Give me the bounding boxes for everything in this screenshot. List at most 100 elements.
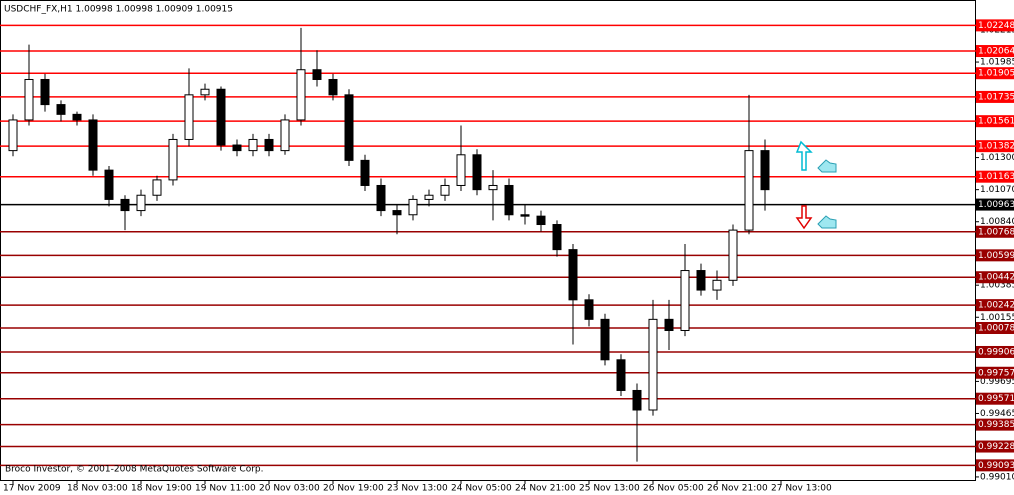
y-tick-label: 0.99695	[980, 377, 1014, 387]
candle-body	[72, 113, 82, 121]
candle-body	[616, 359, 626, 391]
candle-body	[40, 78, 50, 106]
x-tick-label: 26 Nov 05:00	[643, 484, 704, 494]
candle-body	[104, 169, 114, 200]
candle-body	[136, 194, 146, 212]
candle-body	[360, 159, 370, 186]
x-tick-label: 24 Nov 21:00	[515, 484, 576, 494]
level-label-box	[976, 249, 1014, 262]
candle-body	[504, 184, 514, 216]
level-label: 1.02248	[978, 21, 1014, 31]
candle-body	[312, 69, 322, 80]
x-tick-label: 17 Nov 2009	[3, 484, 61, 494]
level-label: 1.01382	[978, 142, 1014, 152]
level-label-box	[976, 198, 1014, 211]
candle-body	[328, 78, 338, 96]
level-label-box	[976, 115, 1014, 128]
x-tick-label: 20 Nov 19:00	[323, 484, 384, 494]
candle-body	[424, 194, 434, 200]
candle-body	[120, 198, 130, 212]
candle-body	[8, 119, 18, 152]
candle-body	[184, 94, 194, 140]
x-tick-label: 23 Nov 13:00	[387, 484, 448, 494]
level-label-box	[976, 299, 1014, 312]
candle-body	[472, 154, 482, 191]
y-tick-label: 1.01985	[980, 58, 1014, 68]
level-label: 0.99757	[978, 368, 1014, 378]
level-label-box	[976, 170, 1014, 183]
x-tick-label: 27 Nov 13:00	[771, 484, 832, 494]
level-label: 0.99093	[978, 461, 1014, 471]
candle-body	[728, 229, 738, 281]
level-label: 1.00768	[978, 227, 1014, 237]
candle-body	[760, 150, 770, 191]
level-label-box	[976, 418, 1014, 431]
level-label-box	[976, 366, 1014, 379]
level-label: 1.00599	[978, 251, 1014, 261]
candle-body	[408, 198, 418, 216]
candle-body	[344, 94, 354, 161]
candle-body	[88, 119, 98, 171]
candle-body	[24, 78, 34, 121]
level-label-box	[976, 19, 1014, 32]
candle-body	[232, 144, 242, 152]
candle-body	[152, 179, 162, 196]
y-tick-label: 1.00385	[980, 281, 1014, 291]
candle-body	[680, 270, 690, 332]
level-label: 1.00242	[978, 301, 1014, 311]
candle-body	[600, 318, 610, 361]
y-tick-label: 1.01070	[980, 185, 1014, 195]
level-label: 1.01561	[978, 117, 1014, 127]
candle-body	[376, 184, 386, 212]
level-label: 0.99906	[978, 347, 1014, 357]
candle-body	[744, 150, 754, 231]
x-tick-label: 18 Nov 03:00	[67, 484, 128, 494]
y-tick-label: 1.01300	[980, 153, 1014, 163]
candle-body	[648, 318, 658, 411]
level-label: 1.01735	[978, 92, 1014, 102]
level-label-box	[976, 345, 1014, 358]
x-tick-label: 19 Nov 11:00	[195, 484, 256, 494]
candle-body	[56, 104, 66, 115]
x-tick-label: 18 Nov 19:00	[131, 484, 192, 494]
candle-body	[712, 279, 722, 291]
level-label: 1.00963	[978, 200, 1014, 210]
candle-body	[296, 69, 306, 121]
candle-body	[216, 88, 226, 146]
level-label-box	[976, 225, 1014, 238]
level-label-box	[976, 440, 1014, 453]
y-tick-label: 1.00840	[980, 217, 1014, 227]
level-label: 0.99385	[978, 420, 1014, 430]
y-tick-label: 0.99010	[980, 472, 1014, 482]
hand-icon	[817, 159, 837, 173]
level-label: 1.00078	[978, 323, 1014, 333]
candle-body	[568, 249, 578, 301]
level-label: 1.02064	[978, 47, 1014, 57]
level-label-box	[976, 90, 1014, 103]
candle-body	[440, 184, 450, 196]
candle-body	[584, 299, 594, 320]
copyright: Broco Investor, © 2001-2008 MetaQuotes S…	[5, 465, 264, 475]
level-label: 1.00442	[978, 273, 1014, 283]
level-label-box	[976, 45, 1014, 58]
chart-title: USDCHF_FX,H1 1.00998 1.00998 1.00909 1.0…	[4, 5, 233, 15]
x-tick-label: 25 Nov 13:00	[579, 484, 640, 494]
y-tick-label: 1.00155	[980, 313, 1014, 323]
candle-body	[264, 138, 274, 152]
candle-body	[200, 88, 210, 96]
candle-body	[392, 210, 402, 216]
candle-body	[664, 318, 674, 332]
level-label-box	[976, 392, 1014, 405]
level-label: 0.99228	[978, 442, 1014, 452]
hand-icon	[817, 215, 837, 229]
candle-body	[696, 270, 706, 291]
level-label-box	[976, 271, 1014, 284]
candle-body	[248, 138, 258, 152]
candle-body	[536, 215, 546, 226]
level-label: 1.01163	[978, 172, 1014, 182]
y-tick-label: 0.99465	[980, 409, 1014, 419]
candle-body	[168, 138, 178, 181]
level-label: 1.01905	[978, 69, 1014, 79]
candle-body	[520, 214, 530, 217]
